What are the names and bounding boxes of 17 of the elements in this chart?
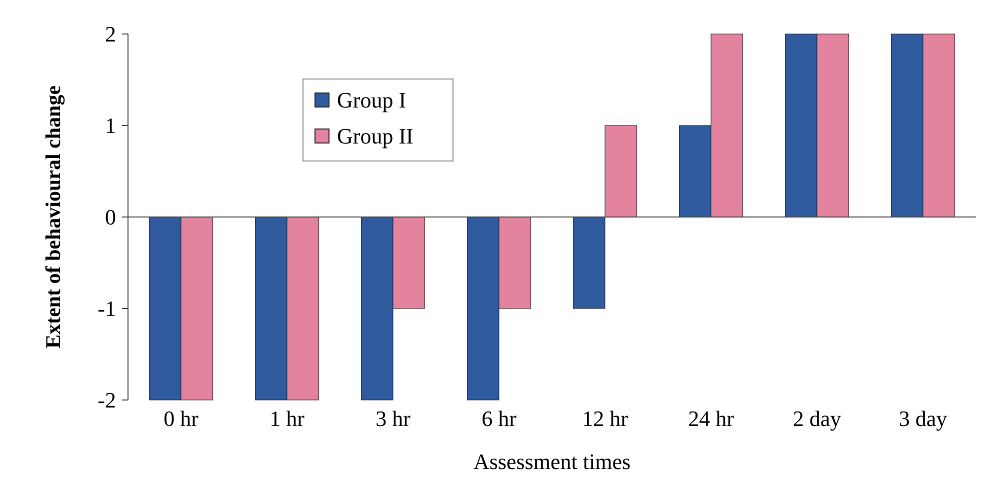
y-tick-label: -1 — [98, 296, 116, 322]
x-tick-label: 3 day — [898, 406, 948, 431]
legend-label: Group I — [337, 88, 406, 113]
y-tick-label: -2 — [98, 388, 116, 413]
y-tick-label: 1 — [105, 113, 116, 138]
y-tick-label: 0 — [105, 204, 116, 230]
x-tick-label: 0 hr — [164, 406, 200, 431]
x-tick-label: 1 hr — [270, 406, 306, 431]
x-tick-label: 3 hr — [376, 406, 412, 431]
x-axis-title: Assessment times — [473, 449, 631, 474]
x-tick-label: 2 day — [792, 406, 842, 431]
x-tick-label: 24 hr — [688, 406, 735, 431]
y-tick-label: 2 — [105, 22, 116, 47]
x-tick-label: 12 hr — [582, 406, 629, 431]
legend-label: Group II — [337, 124, 414, 149]
x-tick-label: 6 hr — [482, 406, 518, 431]
y-axis-title: Extent of behavioural change — [41, 85, 65, 349]
